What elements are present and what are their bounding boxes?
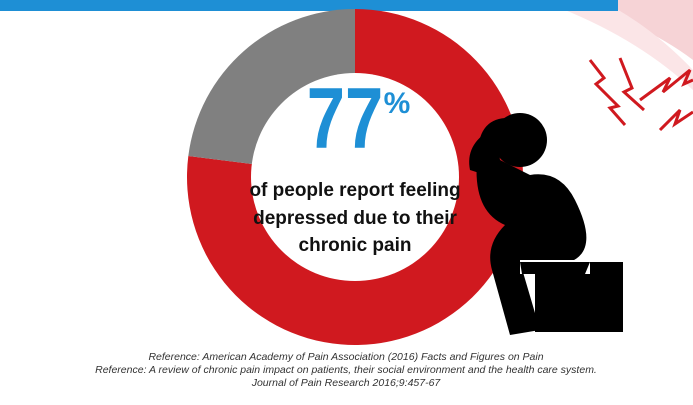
reference: Reference: A review of chronic pain impa… bbox=[95, 364, 597, 376]
pink-swoosh bbox=[560, 0, 693, 60]
center-unit: % bbox=[384, 87, 411, 120]
person-icon bbox=[469, 113, 623, 335]
top-bar bbox=[0, 0, 618, 11]
center-value: 77 bbox=[307, 70, 384, 166]
caption-line: chronic pain bbox=[299, 235, 412, 256]
pain-bolts bbox=[588, 57, 693, 132]
caption-line: depressed due to their bbox=[253, 208, 457, 229]
pink-swoosh-light bbox=[560, 0, 693, 90]
reference: Reference: American Academy of Pain Asso… bbox=[148, 351, 543, 363]
donut-hole bbox=[251, 73, 459, 281]
reference: Journal of Pain Research 2016;9:457-67 bbox=[251, 377, 442, 389]
caption-line: of people report feeling bbox=[249, 180, 460, 201]
